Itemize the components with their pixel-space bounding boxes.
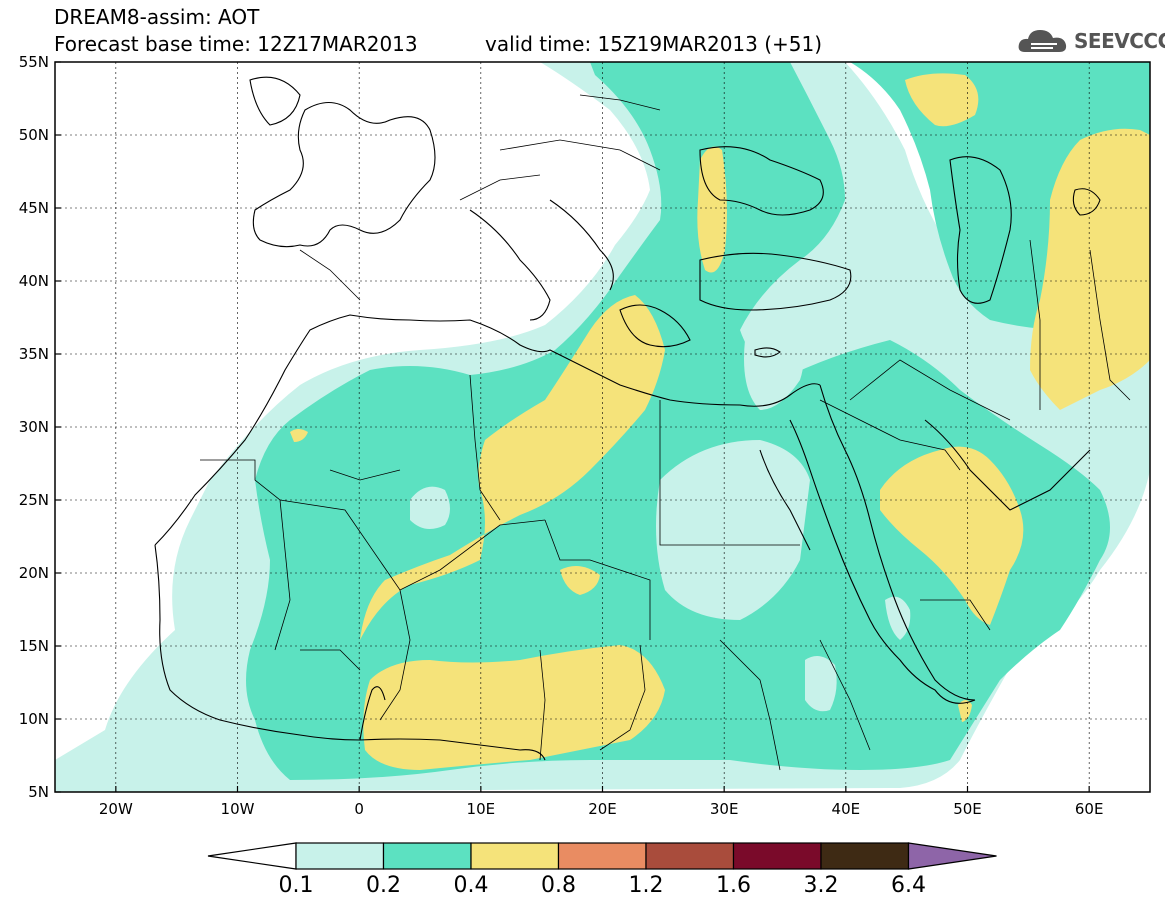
lat-label: 40N: [19, 272, 49, 290]
colorbar-box: [732, 842, 822, 870]
borders: [200, 94, 1131, 771]
colorbar-label: 6.4: [891, 873, 926, 898]
lat-label: 15N: [19, 637, 49, 655]
forecast-base-time: Forecast base time: 12Z17MAR2013: [54, 32, 418, 56]
graticule: [55, 62, 1150, 792]
longitude-labels: 20W 10W 0 10E 20E 30E 40E 50E 60E: [99, 786, 1104, 818]
latitude-labels: 55N 50N 45N 40N 35N 30N 25N 20N 15N 10N 5N: [19, 53, 61, 801]
lon-label: 50E: [953, 800, 982, 818]
colorbar-box: [295, 842, 385, 870]
colorbar-label: 3.2: [804, 873, 839, 898]
lat-label: 10N: [19, 710, 49, 728]
colorbar-label: 0.4: [454, 873, 489, 898]
lat-label: 25N: [19, 491, 49, 509]
lon-label: 30E: [710, 800, 739, 818]
lon-label: 40E: [832, 800, 861, 818]
colorbar-label: 0.1: [279, 873, 314, 898]
map-title: DREAM8-assim: AOT: [54, 5, 260, 29]
lat-label: 35N: [19, 345, 49, 363]
colorbar: 0.1 0.2 0.4 0.8 1.2 1.6 3.2 6.4: [207, 842, 997, 898]
colorbar-over-arrow: [907, 842, 997, 870]
lat-label: 45N: [19, 199, 49, 217]
colorbar-label: 1.2: [629, 873, 664, 898]
lon-label: 60E: [1075, 800, 1104, 818]
lon-label: 0: [354, 800, 364, 818]
lat-label: 30N: [19, 418, 49, 436]
seevccc-logo: SEEVCCC: [1017, 24, 1165, 58]
aot-holes: [410, 326, 911, 712]
colorbar-label: 0.8: [541, 873, 576, 898]
colorbar-label: 1.6: [716, 873, 751, 898]
lon-label: 10W: [221, 800, 255, 818]
lat-label: 50N: [19, 126, 49, 144]
colorbar-label: 0.2: [366, 873, 401, 898]
lat-label: 5N: [28, 783, 49, 801]
aot-band-0.4: [290, 73, 1150, 770]
lat-label: 55N: [19, 53, 49, 71]
colorbar-box: [557, 842, 647, 870]
lon-label: 20E: [588, 800, 617, 818]
logo-text: SEEVCCC: [1074, 29, 1165, 53]
coastlines: [154, 76, 1101, 761]
valid-time: valid time: 15Z19MAR2013 (+51): [485, 32, 823, 56]
lat-label: 20N: [19, 564, 49, 582]
colorbar-under-arrow: [207, 842, 297, 870]
lon-label: 10E: [467, 800, 496, 818]
colorbar-box: [820, 842, 910, 870]
colorbar-box: [470, 842, 560, 870]
lon-label: 20W: [99, 800, 133, 818]
colorbar-box: [645, 842, 735, 870]
colorbar-box: [382, 842, 472, 870]
cloud-icon: [1018, 30, 1067, 52]
